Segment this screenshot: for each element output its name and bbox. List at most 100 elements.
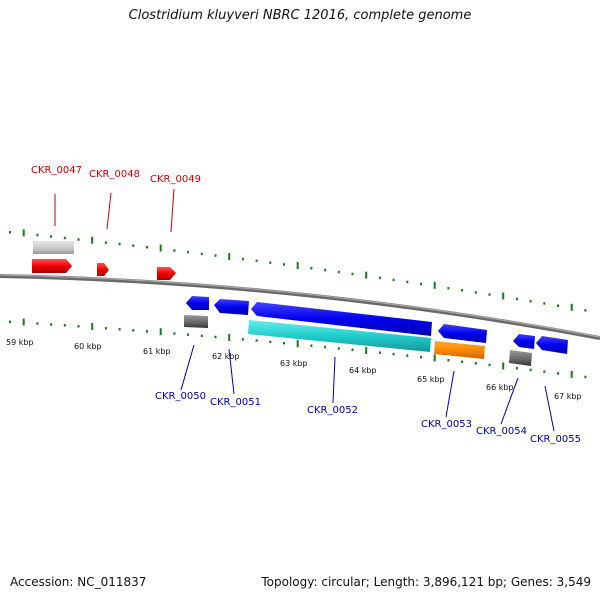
kbp-label: 64 kbp [349,366,377,375]
minor-tick [146,330,148,333]
minor-tick [474,362,477,365]
rna-feature[interactable] [248,320,431,352]
genome-backbone [0,274,600,340]
minor-tick [214,254,217,257]
minor-tick [584,309,587,312]
major-tick [570,303,573,311]
major-tick [433,354,436,362]
major-tick [502,292,505,300]
genome-summary-text: Topology: circular; Length: 3,896,121 bp… [261,575,591,589]
minor-tick [351,272,354,276]
leader-line [544,385,555,432]
minor-tick [406,354,409,357]
cds-arrow[interactable] [186,296,209,310]
minor-tick [255,339,258,342]
minor-tick [146,246,148,249]
minor-tick [77,325,80,328]
minor-tick [447,359,450,362]
minor-tick [200,252,203,256]
minor-tick [324,345,327,349]
major-tick [570,370,573,378]
minor-tick [406,280,409,284]
minor-tick [515,367,518,370]
minor-tick [104,327,107,330]
minor-tick [50,235,53,238]
minor-tick [543,302,546,305]
gene-label-ckr-0051[interactable]: CKR_0051 [210,397,261,408]
cds-arrow[interactable] [438,324,487,343]
leader-line [106,192,112,230]
gene-ckr-0048[interactable] [97,263,109,276]
minor-tick [420,355,422,359]
cds-arrow[interactable] [32,259,72,273]
minor-tick [283,263,285,266]
gene-ckr-0049[interactable] [157,267,176,280]
cds-arrow[interactable] [513,334,535,349]
gene-label-ckr-0048[interactable]: CKR_0048 [89,169,140,180]
minor-tick [187,333,190,336]
minor-tick [9,320,11,324]
gene-label-ckr-0047[interactable]: CKR_0047 [31,165,82,176]
kbp-label: 62 kbp [212,352,240,361]
gene-label-ckr-0054[interactable]: CKR_0054 [476,426,527,437]
minor-tick [557,372,559,375]
major-tick [91,323,94,330]
minor-tick [378,276,381,280]
minor-tick [63,324,66,327]
minor-tick [488,363,491,367]
minor-tick [515,297,518,301]
minor-tick [118,328,121,331]
major-tick [296,262,299,270]
major-tick [365,271,368,279]
minor-tick [173,332,176,335]
minor-tick [118,242,121,246]
pseudogene-feature[interactable] [184,315,208,328]
minor-tick [351,348,354,352]
gene-label-ckr-0053[interactable]: CKR_0053 [421,419,472,430]
leader-line [180,344,195,391]
minor-tick [132,329,135,332]
minor-tick [392,278,395,282]
gene-ckr-0053[interactable] [434,324,487,359]
cds-arrow[interactable] [251,302,432,336]
kbp-label: 63 kbp [280,359,308,368]
minor-tick [461,289,464,292]
leader-line [500,377,519,425]
minor-tick [36,322,39,325]
gene-ckr-0051[interactable] [214,299,249,315]
minor-tick [488,293,491,296]
minor-tick [378,351,381,354]
leader-line [170,188,175,233]
minor-tick [269,261,272,264]
minor-tick [241,257,244,261]
gene-ckr-0047[interactable] [32,241,74,273]
major-tick [22,318,25,326]
gene-label-ckr-0055[interactable]: CKR_0055 [530,434,581,445]
gene-ckr-0050[interactable] [184,296,209,328]
major-tick [433,281,436,289]
gene-label-ckr-0050[interactable]: CKR_0050 [155,391,206,402]
minor-tick [214,335,217,339]
minor-tick [584,375,587,379]
minor-tick [310,344,313,347]
leader-line [332,356,336,404]
major-tick [296,340,299,348]
major-tick [159,328,162,336]
minor-tick [461,360,464,363]
gene-ckr-0054[interactable] [509,334,535,366]
minor-tick [337,347,340,350]
pseudogene-feature[interactable] [33,241,74,254]
gene-ckr-0055[interactable] [536,336,568,354]
minor-tick [324,268,327,272]
minor-tick [187,250,190,254]
gene-label-ckr-0049[interactable]: CKR_0049 [150,174,201,185]
gene-label-ckr-0052[interactable]: CKR_0052 [307,405,358,416]
minor-tick [392,352,395,356]
minor-tick [310,267,313,270]
minor-tick [36,233,39,237]
misc-feature[interactable] [434,341,485,359]
pseudogene-feature[interactable] [509,350,532,366]
major-tick [91,236,94,244]
kbp-label: 66 kbp [486,383,514,392]
gene-ckr-0052[interactable] [248,302,432,352]
